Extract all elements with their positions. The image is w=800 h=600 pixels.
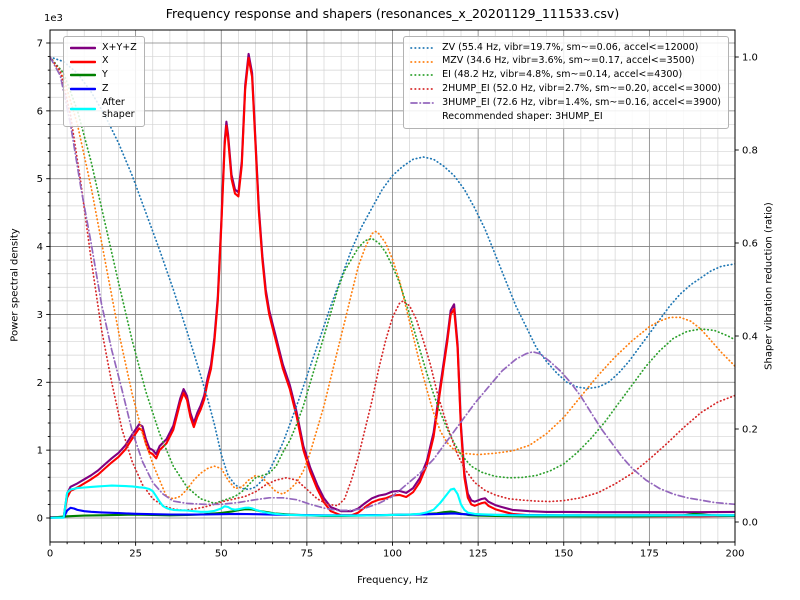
y-right-tick-label: 0.4 bbox=[742, 332, 758, 343]
series-x bbox=[50, 56, 735, 519]
y-left-tick-label: 0 bbox=[37, 514, 43, 525]
y-left-tick-label: 1 bbox=[37, 446, 43, 457]
legend-line-sample bbox=[70, 108, 96, 111]
series-3hump-ei bbox=[50, 56, 735, 512]
y-right-tick-label: 0.2 bbox=[742, 425, 758, 436]
x-tick-label: 175 bbox=[640, 549, 659, 560]
recommended-shaper-text: Recommended shaper: 3HUMP_EI bbox=[442, 110, 603, 122]
y-axis-offset-label: 1e3 bbox=[44, 13, 63, 24]
shaper-legend: ZV (55.4 Hz, vibr=19.7%, sm~=0.06, accel… bbox=[403, 36, 729, 129]
legend-item: Z bbox=[70, 83, 137, 95]
x-tick-label: 200 bbox=[725, 549, 744, 560]
legend-line-sample bbox=[410, 74, 436, 77]
left-y-axis-label: Power spectral density bbox=[9, 228, 21, 342]
tick-labels: 0 25 50 75 100 125 150 175 200 0 1 2 3 4 5 6 7 0.0 0.2 0.4 0… bbox=[37, 39, 758, 560]
y-right-tick-label: 0.8 bbox=[742, 146, 758, 157]
legend-item: 2HUMP_EI (52.0 Hz, vibr=2.7%, sm~=0.20, … bbox=[410, 83, 721, 95]
legend-line-sample bbox=[70, 74, 96, 77]
legend-item: EI (48.2 Hz, vibr=4.8%, sm~=0.14, accel<… bbox=[410, 69, 721, 81]
y-left-tick-label: 4 bbox=[37, 242, 43, 253]
legend-item-label: X+Y+Z bbox=[102, 41, 137, 53]
legend-line-sample bbox=[70, 60, 96, 63]
series-zv bbox=[50, 56, 735, 491]
chart-title: Frequency response and shapers (resonanc… bbox=[165, 6, 620, 21]
legend-item: X bbox=[70, 55, 137, 67]
legend-item: Y bbox=[70, 69, 137, 81]
y-left-tick-label: 2 bbox=[37, 378, 43, 389]
x-tick-label: 125 bbox=[469, 549, 488, 560]
legend-item-label: 2HUMP_EI (52.0 Hz, vibr=2.7%, sm~=0.20, … bbox=[442, 83, 721, 95]
legend-item-label: ZV (55.4 Hz, vibr=19.7%, sm~=0.06, accel… bbox=[442, 41, 699, 53]
legend-item-label: EI (48.2 Hz, vibr=4.8%, sm~=0.14, accel<… bbox=[442, 69, 683, 81]
legend-item: MZV (34.6 Hz, vibr=3.6%, sm~=0.17, accel… bbox=[410, 55, 721, 67]
legend-item-label: Z bbox=[102, 83, 109, 95]
x-axis-label: Frequency, Hz bbox=[357, 575, 428, 586]
x-tick-label: 100 bbox=[383, 549, 402, 560]
y-right-tick-label: 0.6 bbox=[742, 239, 758, 250]
y-left-tick-label: 3 bbox=[37, 310, 43, 321]
right-y-axis-label: Shaper vibration reduction (ratio) bbox=[763, 202, 775, 370]
legend-line-sample bbox=[410, 88, 436, 91]
legend-line-sample bbox=[410, 46, 436, 49]
legend-item-label: After shaper bbox=[102, 96, 135, 121]
x-tick-label: 50 bbox=[215, 549, 228, 560]
y-right-tick-label: 1.0 bbox=[742, 53, 758, 64]
x-tick-label: 0 bbox=[47, 549, 53, 560]
legend-item-label: Y bbox=[102, 69, 108, 81]
series-group bbox=[50, 52, 735, 519]
legend-item: After shaper bbox=[70, 97, 137, 122]
legend-line-sample bbox=[70, 46, 96, 49]
y-left-tick-label: 5 bbox=[37, 174, 43, 185]
legend-item-label: X bbox=[102, 55, 109, 67]
legend-item: ZV (55.4 Hz, vibr=19.7%, sm~=0.06, accel… bbox=[410, 42, 721, 54]
legend-item: X+Y+Z bbox=[70, 42, 137, 54]
series-mzv bbox=[50, 56, 735, 500]
legend-item: 3HUMP_EI (72.6 Hz, vibr=1.4%, sm~=0.16, … bbox=[410, 97, 721, 109]
legend-line-sample bbox=[70, 88, 96, 91]
y-left-tick-label: 7 bbox=[37, 39, 43, 50]
series-2hump-ei bbox=[50, 56, 735, 512]
legend-item-label: MZV (34.6 Hz, vibr=3.6%, sm~=0.17, accel… bbox=[442, 55, 695, 67]
x-tick-label: 75 bbox=[301, 549, 314, 560]
x-tick-label: 150 bbox=[554, 549, 573, 560]
y-left-tick-label: 6 bbox=[37, 106, 43, 117]
y-right-tick-label: 0.0 bbox=[742, 518, 758, 529]
legend-item-label: 3HUMP_EI (72.6 Hz, vibr=1.4%, sm~=0.16, … bbox=[442, 96, 721, 108]
legend-line-sample bbox=[410, 102, 436, 104]
psd-legend: X+Y+Z X Y Z After shaper bbox=[63, 36, 145, 128]
series-after-shaper bbox=[50, 484, 735, 519]
legend-footer: Recommended shaper: 3HUMP_EI bbox=[410, 111, 721, 123]
x-tick-label: 25 bbox=[129, 549, 142, 560]
legend-line-sample bbox=[410, 60, 436, 63]
series-ei bbox=[50, 56, 735, 505]
ticks bbox=[46, 42, 739, 546]
